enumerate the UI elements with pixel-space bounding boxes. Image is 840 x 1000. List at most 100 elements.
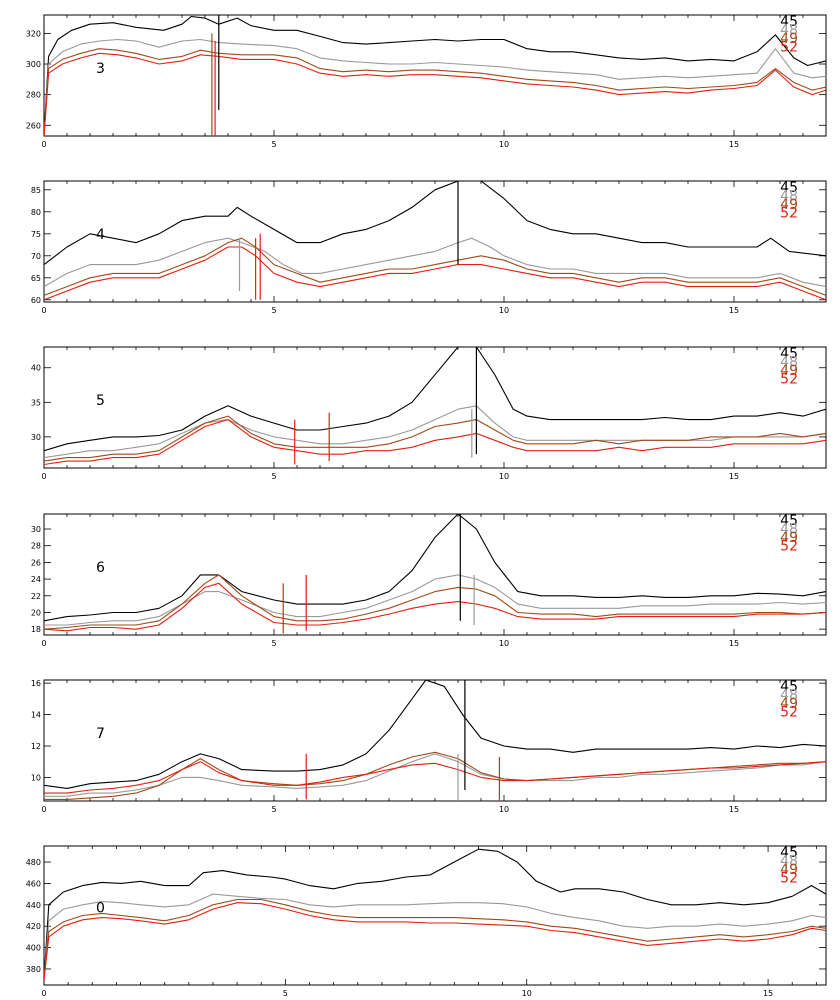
y-tick-label: 14: [31, 711, 41, 720]
series-line-49: [44, 415, 826, 462]
legend-entry-45: 45: [780, 679, 798, 695]
legend-entry-52: 52: [780, 372, 798, 388]
legend-entry-48: 48: [780, 355, 798, 371]
legend-entry-49: 49: [780, 862, 798, 878]
x-tick-label: 15: [763, 989, 773, 998]
legend-entry-45: 45: [780, 346, 798, 362]
plot-area: [44, 15, 826, 136]
series-line-52: [44, 902, 826, 980]
y-tick-label: 60: [31, 296, 41, 305]
series-line-52: [44, 246, 826, 301]
series-line-52: [44, 761, 826, 794]
panel-label: 5: [96, 393, 105, 409]
series-line-45: [44, 514, 826, 622]
legend-entry-48: 48: [780, 522, 798, 538]
y-tick-label: 400: [26, 944, 41, 953]
y-tick-label: 40: [31, 364, 41, 373]
legend-entry-52: 52: [780, 206, 798, 222]
x-tick-label: 15: [729, 472, 739, 481]
series-line-49: [44, 48, 826, 136]
legend-entry-52: 52: [780, 705, 798, 721]
series-line-49: [44, 751, 826, 800]
series-line-45: [44, 848, 826, 980]
legend-entry-45: 45: [780, 180, 798, 196]
x-tick-label: 5: [271, 140, 276, 149]
x-tick-label: 15: [729, 306, 739, 315]
y-tick-label: 260: [26, 121, 41, 130]
x-tick-label: 15: [729, 140, 739, 149]
panel-label: 0: [96, 901, 105, 917]
legend-entry-49: 49: [780, 363, 798, 379]
x-tick-label: 10: [499, 306, 509, 315]
legend-entry-48: 48: [780, 854, 798, 870]
x-tick-label: 5: [271, 639, 276, 648]
x-tick-label: 0: [41, 140, 46, 149]
x-tick-label: 5: [283, 989, 288, 998]
series-line-52: [44, 52, 826, 136]
legend-entry-52: 52: [780, 871, 798, 887]
series-line-45: [44, 347, 826, 452]
legend-entry-49: 49: [780, 530, 798, 546]
series-line-48: [44, 237, 826, 288]
y-tick-label: 16: [31, 679, 41, 688]
y-tick-label: 35: [31, 398, 41, 407]
x-tick-label: 0: [41, 989, 46, 998]
y-tick-label: 26: [31, 558, 41, 567]
series-line-48: [44, 893, 826, 980]
panel-label: 6: [96, 560, 105, 576]
x-tick-label: 5: [271, 472, 276, 481]
series-line-49: [44, 237, 826, 296]
x-tick-label: 5: [271, 805, 276, 814]
legend-entry-49: 49: [780, 31, 798, 47]
y-tick-label: 18: [31, 625, 41, 634]
legend-entry-52: 52: [780, 40, 798, 56]
plot-frame: [43, 679, 827, 802]
series-line-48: [44, 38, 826, 136]
series-line-48: [44, 405, 826, 459]
legend-entry-45: 45: [780, 845, 798, 861]
x-tick-label: 10: [499, 140, 509, 149]
plot-area: [44, 848, 826, 980]
y-tick-label: 420: [26, 922, 41, 931]
series-line-45: [44, 680, 826, 789]
x-tick-label: 10: [499, 639, 509, 648]
series-line-52: [44, 582, 826, 632]
series-line-48: [44, 574, 826, 626]
x-tick-label: 15: [729, 639, 739, 648]
y-tick-label: 28: [31, 542, 41, 551]
x-tick-label: 10: [499, 805, 509, 814]
y-tick-label: 480: [26, 858, 41, 867]
y-tick-label: 10: [31, 773, 41, 782]
series-line-45: [44, 181, 826, 266]
y-tick-label: 460: [26, 879, 41, 888]
x-tick-label: 10: [522, 989, 532, 998]
legend-entry-52: 52: [780, 539, 798, 555]
x-tick-label: 0: [41, 472, 46, 481]
plot-area: [44, 181, 826, 301]
y-tick-label: 24: [31, 575, 41, 584]
y-tick-label: 85: [31, 186, 41, 195]
plot-frame: [43, 180, 827, 303]
panel-label: 3: [96, 61, 105, 77]
legend-entry-49: 49: [780, 197, 798, 213]
plot-area: [44, 680, 826, 801]
y-tick-label: 12: [31, 742, 41, 751]
series-line-49: [44, 574, 826, 630]
y-tick-label: 380: [26, 965, 41, 974]
y-tick-label: 320: [26, 29, 41, 38]
plot-frame: [43, 845, 827, 986]
plot-area: [44, 514, 826, 634]
y-tick-label: 440: [26, 901, 41, 910]
y-tick-label: 80: [31, 208, 41, 217]
x-tick-label: 15: [729, 805, 739, 814]
legend-entry-48: 48: [780, 688, 798, 704]
y-tick-label: 30: [31, 525, 41, 534]
plot-frame: [43, 14, 827, 137]
series-line-48: [44, 753, 826, 797]
